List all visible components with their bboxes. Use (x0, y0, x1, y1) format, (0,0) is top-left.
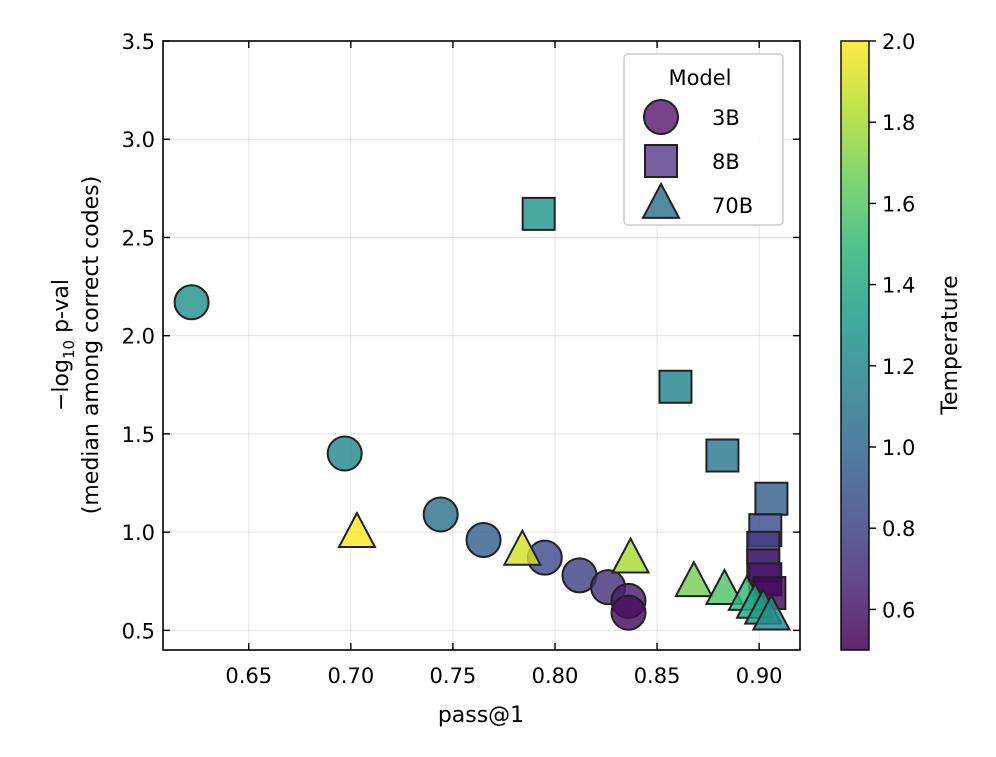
data-point-3b (422, 496, 459, 533)
colorbar-tick-label: 0.6 (882, 598, 915, 622)
colorbar-tick-label: 0.8 (882, 517, 915, 541)
y-axis-label: −log10 p-val (median among correct codes… (49, 176, 104, 514)
x-tick-label: 0.85 (634, 664, 681, 688)
data-point-70b (502, 528, 542, 566)
y-tick-label: 1.5 (122, 423, 155, 447)
y-axis-label-rest: p-val (49, 279, 74, 340)
legend-marker-3b (643, 99, 679, 135)
data-point-8b (521, 196, 556, 231)
data-point-8b (754, 481, 789, 516)
data-point-70b (610, 536, 651, 574)
colorbar-tick-label: 2.0 (882, 30, 915, 54)
y-axis-label-main: −log (49, 359, 74, 411)
legend-label-70b: 70B (712, 194, 753, 218)
colorbar-tick-label: 1.8 (882, 111, 915, 135)
legend-label-3b: 3B (712, 106, 740, 130)
data-point-3b (173, 284, 210, 321)
y-tick-label: 3.5 (122, 30, 155, 54)
data-marks (173, 196, 792, 631)
legend: Model 3B 8B 70B (623, 53, 784, 226)
colorbar-tick-label: 1.2 (882, 355, 915, 379)
y-axis-label-sub: 10 (60, 340, 78, 359)
x-tick-label: 0.70 (327, 664, 374, 688)
data-point-70b (674, 559, 714, 598)
plot-frame (162, 40, 801, 651)
x-tick-label: 0.90 (736, 664, 783, 688)
x-tick-label: 0.75 (430, 664, 477, 688)
data-point-70b (704, 567, 745, 605)
colorbar-label: Temperature (938, 275, 963, 415)
y-tick-label: 3.0 (122, 128, 155, 152)
x-tick-label: 0.65 (225, 664, 272, 688)
y-tick-label: 2.5 (122, 226, 155, 250)
legend-marker-8b (644, 144, 678, 178)
legend-box (623, 53, 784, 226)
data-point-70b (337, 510, 377, 549)
x-axis-label: pass@1 (438, 703, 524, 728)
data-point-3b (610, 594, 647, 631)
colorbar-tick-label: 1.6 (882, 192, 915, 216)
legend-label-8b: 8B (712, 150, 740, 174)
data-point-8b (658, 369, 693, 404)
x-tick-label: 0.80 (532, 664, 579, 688)
colorbar-gradient (840, 40, 870, 651)
colorbar-ticks: 0.6 0.8 1.0 1.2 1.4 1.6 1.8 2.0 (869, 30, 915, 622)
data-point-3b (326, 435, 363, 472)
axis-ticks: 0.65 0.70 0.75 0.80 0.85 0.90 0.5 1.0 1.5 2.0 2.5 3… (122, 30, 800, 688)
data-point-3b (465, 521, 502, 558)
data-point-8b (705, 438, 740, 473)
colorbar-tick-label: 1.4 (882, 274, 915, 298)
legend-marker-70b (641, 181, 681, 219)
y-tick-label: 1.0 (122, 521, 155, 545)
colorbar: 0.6 0.8 1.0 1.2 1.4 1.6 1.8 2.0 Temperature (840, 30, 963, 651)
y-axis-label-line2: (median among correct codes) (79, 176, 104, 514)
svg-text:−log10 p-val: −log10 p-val (49, 279, 78, 411)
data-point-70b (751, 593, 792, 631)
y-tick-label: 2.0 (122, 325, 155, 349)
legend-title: Model (668, 66, 731, 90)
colorbar-tick-label: 1.0 (882, 436, 915, 460)
y-tick-label: 0.5 (122, 619, 155, 643)
